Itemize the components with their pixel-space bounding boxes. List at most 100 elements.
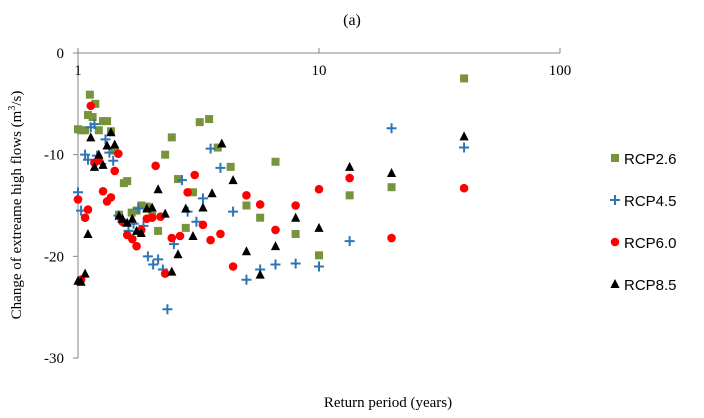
data-point — [226, 162, 235, 171]
legend-label: RCP8.5 — [624, 277, 677, 294]
data-point — [98, 159, 108, 169]
data-point — [102, 140, 112, 150]
data-point — [271, 157, 280, 166]
data-point — [255, 269, 265, 279]
data-point — [173, 249, 183, 259]
data-point — [94, 126, 103, 135]
data-point — [345, 191, 354, 200]
data-point — [459, 183, 469, 193]
data-point — [133, 203, 144, 214]
x-ticks: 1 10 100 — [74, 48, 571, 79]
data-point — [110, 166, 120, 176]
data-point — [314, 222, 324, 232]
data-point — [181, 203, 191, 213]
data-point — [198, 202, 208, 212]
legend-item: RCP2.6 — [611, 151, 677, 168]
data-point — [114, 149, 123, 158]
data-point — [80, 213, 90, 222]
legend-item: RCP4.5 — [610, 193, 677, 210]
data-point — [82, 154, 93, 165]
data-point — [216, 229, 225, 239]
data-point — [127, 208, 136, 217]
data-point — [85, 90, 94, 99]
data-point — [83, 205, 93, 214]
data-point — [76, 276, 86, 286]
data-point — [195, 118, 204, 127]
data-point — [314, 261, 324, 272]
data-point — [151, 161, 160, 171]
y-axis-label-main: Change of extreame high flows (m — [9, 110, 25, 319]
data-point — [176, 175, 187, 186]
data-point — [387, 183, 396, 192]
data-point — [117, 213, 128, 223]
data-point — [147, 202, 157, 212]
y-tick-label: -30 — [44, 351, 64, 367]
data-point — [160, 208, 170, 218]
data-point — [291, 212, 301, 222]
data-point — [94, 149, 104, 159]
data-point — [242, 201, 251, 210]
data-point — [142, 251, 153, 262]
y-tick-label: -10 — [44, 148, 64, 164]
data-point — [215, 162, 226, 173]
data-point — [190, 170, 200, 180]
data-point — [91, 99, 100, 108]
x-axis-label: Return period (years) — [324, 395, 452, 411]
data-point — [86, 132, 96, 142]
data-point — [205, 143, 216, 154]
data-point — [132, 206, 141, 215]
data-point — [89, 119, 100, 130]
data-point — [345, 173, 354, 183]
legend-label: RCP4.5 — [624, 193, 677, 210]
y-axis-label-tail: /s) — [9, 91, 25, 106]
data-point — [197, 193, 208, 204]
data-point — [386, 123, 397, 134]
legend-marker — [610, 237, 620, 247]
data-point — [153, 184, 163, 194]
data-point — [241, 246, 252, 256]
data-point — [386, 167, 397, 177]
data-point — [123, 177, 132, 186]
data-point — [315, 251, 323, 260]
series-rcp6-0 — [73, 101, 469, 285]
data-point — [241, 274, 252, 285]
data-point — [160, 269, 170, 278]
data-point — [290, 258, 301, 269]
plot-area: 0 -10 -20 -30 1 10 100 — [44, 46, 571, 367]
data-point — [459, 131, 469, 141]
data-point — [270, 241, 281, 251]
y-axis-label: Change of extreame high flows (m3/s) — [7, 91, 25, 320]
x-tick-label: 1 — [74, 63, 82, 79]
data-point — [205, 115, 214, 124]
legend-label: RCP2.6 — [624, 151, 677, 168]
data-point — [206, 235, 215, 245]
data-point — [147, 213, 157, 222]
data-point — [314, 184, 324, 194]
data-point — [198, 220, 208, 230]
chart-title: (a) — [343, 12, 361, 29]
data-point — [83, 228, 93, 238]
data-point — [459, 142, 470, 153]
data-point — [183, 187, 192, 197]
data-point — [270, 259, 281, 270]
data-point — [80, 149, 91, 160]
data-point — [174, 175, 183, 184]
y-axis-label-sup: 3 — [7, 106, 18, 111]
data-point — [127, 234, 137, 244]
data-point — [106, 193, 116, 202]
y-tick-label: -20 — [44, 249, 64, 265]
data-point — [255, 200, 265, 209]
data-point — [167, 133, 176, 142]
data-point — [73, 195, 83, 204]
data-point — [291, 201, 300, 210]
data-point — [207, 188, 217, 198]
y-ticks: 0 -10 -20 -30 — [44, 46, 78, 367]
data-point — [188, 231, 198, 240]
x-tick-label: 100 — [549, 63, 572, 79]
data-point — [167, 266, 177, 276]
data-point — [167, 233, 177, 243]
data-point — [344, 236, 355, 247]
data-point — [228, 206, 239, 217]
legend-marker — [611, 154, 619, 162]
data-marks — [73, 74, 470, 315]
